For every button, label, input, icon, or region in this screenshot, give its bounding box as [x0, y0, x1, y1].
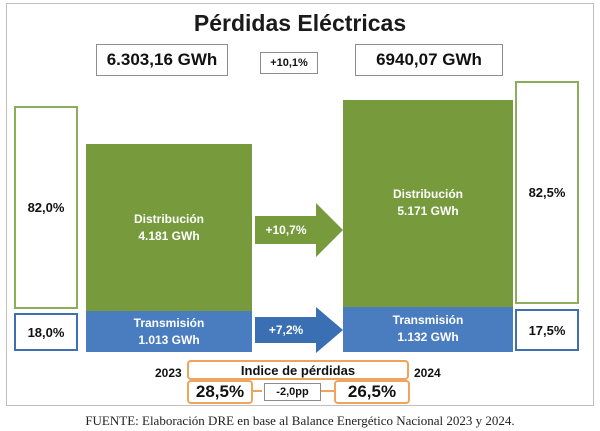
distribution-change-arrow — [255, 203, 343, 257]
transmission-share-2023: 18,0% — [14, 313, 78, 351]
bar-transmission-2023-label: 1.013 GWh — [138, 332, 200, 347]
transmission-share-2024: 17,5% — [515, 309, 579, 351]
year-2023-label: 2023 — [155, 366, 182, 380]
transmission-change-arrow — [255, 307, 343, 353]
bar-distribution-2023-label: 4.181 GWh — [138, 228, 200, 243]
bar-transmission-2024-name: Transmisión — [392, 313, 464, 328]
chart-title: Pérdidas Eléctricas — [193, 10, 407, 36]
chart-frame — [6, 3, 594, 406]
bar-distribution-2023: Distribución 4.181 GWh — [86, 144, 252, 312]
bar-transmission-2023-name: Transmisión — [133, 315, 205, 330]
loss-index-2023: 28,5% — [187, 380, 253, 404]
year-2024-label: 2024 — [414, 366, 441, 380]
total-2023-box: 6.303,16 GWh — [96, 44, 228, 76]
distribution-share-2023: 82,0% — [14, 106, 78, 309]
bar-distribution-2023-name: Distribución — [133, 211, 204, 226]
total-2024-box: 6940,07 GWh — [355, 44, 503, 76]
bar-transmission-2023: Transmisión 1.013 GWh — [86, 311, 252, 352]
loss-index-title: Indice de pérdidas — [187, 360, 409, 380]
bar-distribution-2024: Distribución 5.171 GWh — [343, 99, 513, 307]
distribution-change-label: +10,7% — [265, 223, 307, 237]
source-note: FUENTE: Elaboración DRE en base al Balan… — [85, 413, 515, 428]
loss-index-change: -2,0pp — [264, 383, 321, 401]
distribution-share-2024: 82,5% — [515, 81, 579, 304]
bar-transmission-2024-label: 1.132 GWh — [397, 330, 459, 345]
bar-transmission-2024: Transmisión 1.132 GWh — [343, 306, 513, 352]
bar-distribution-2024-label: 5.171 GWh — [397, 204, 459, 219]
total-change-box: +10,1% — [260, 52, 318, 74]
transmission-change-label: +7,2% — [268, 323, 304, 337]
bar-distribution-2024-name: Distribución — [392, 187, 463, 202]
loss-index-2024: 26,5% — [334, 380, 410, 404]
